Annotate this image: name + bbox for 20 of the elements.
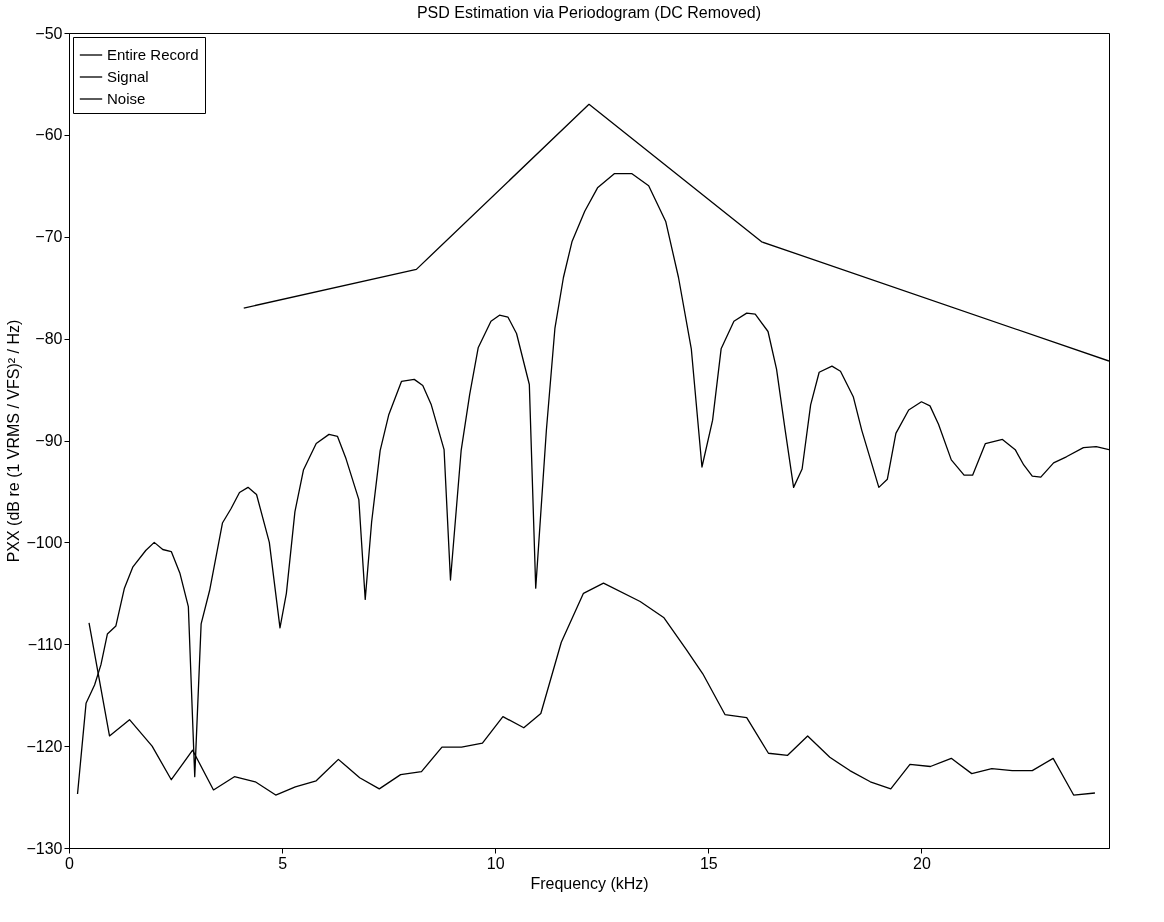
legend-label: Noise [107,90,146,107]
legend-label: Signal [107,68,149,85]
y-tick-label: −130 [26,839,63,857]
x-tick-label: 20 [913,854,931,872]
x-tick-label: 10 [486,854,505,872]
x-tick-label: 5 [278,854,288,872]
x-axis-title: Frequency (kHz) [530,874,649,892]
x-tick-label: 15 [699,854,718,872]
chart-title: PSD Estimation via Periodogram (DC Removed) [416,4,762,21]
y-tick-label: −70 [35,228,63,246]
y-axis-title: PXX (dB re (1 VRMS / VFS)² / Hz) [5,319,23,563]
y-tick-label: −110 [27,635,63,653]
legend-label: Entire Record [107,46,199,63]
y-tick-label: −80 [35,330,63,348]
y-tick-label: −100 [26,533,63,551]
y-tick-label: −50 [35,24,63,42]
y-tick-label: −120 [26,737,63,755]
x-tick-label: 0 [65,854,75,872]
y-tick-label: −90 [35,432,63,449]
y-tick-label: −60 [35,126,63,144]
